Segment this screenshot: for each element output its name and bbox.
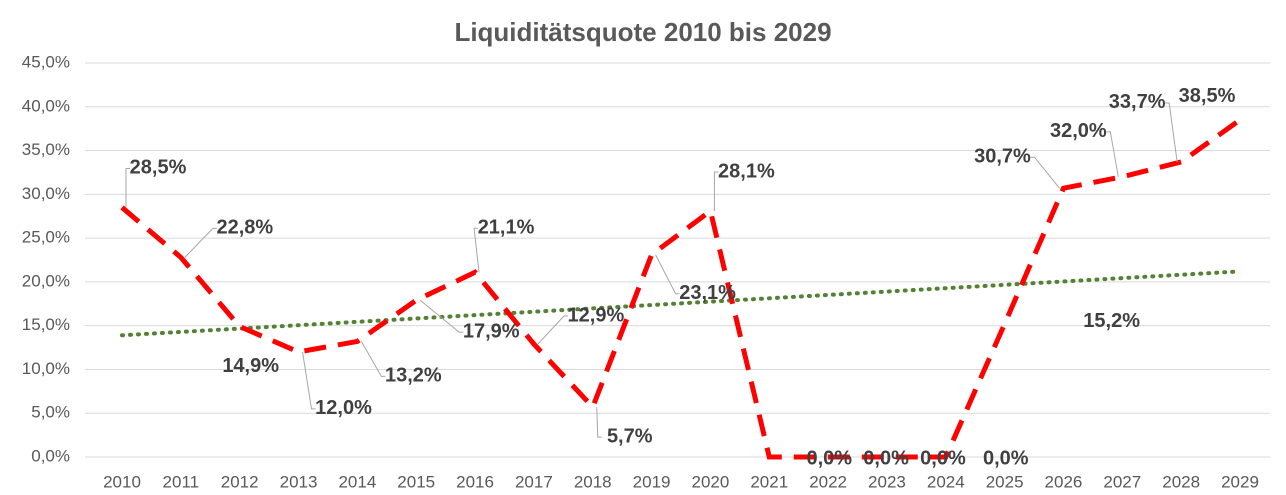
leader-line [125,167,130,208]
data-label: 30,7% [974,145,1031,167]
data-label: 0,0% [863,447,909,469]
data-label: 14,9% [222,355,279,377]
x-tick-label: 2015 [397,472,435,491]
leader-line [184,227,217,258]
y-tick-label: 30,0% [22,184,70,203]
x-tick-label: 2026 [1045,472,1083,491]
x-tick-label: 2020 [692,472,730,491]
x-tick-label: 2029 [1221,472,1259,491]
y-tick-label: 20,0% [22,271,70,290]
data-label: 22,8% [216,217,273,239]
data-label: 33,7% [1109,91,1166,113]
leader-line [655,254,680,295]
y-tick-label: 35,0% [22,140,70,159]
chart-title: Liquiditätsquote 2010 bis 2029 [454,17,831,47]
x-tick-label: 2023 [868,472,906,491]
data-label: 38,5% [1179,85,1236,107]
leader-line [1030,156,1060,189]
x-tick-label: 2012 [221,472,259,491]
y-tick-label: 40,0% [22,96,70,115]
x-tick-label: 2017 [515,472,553,491]
data-label: 15,2% [1083,310,1140,332]
x-tick-label: 2027 [1103,472,1141,491]
x-tick-label: 2022 [809,472,847,491]
leader-line [537,315,568,345]
data-label: 28,5% [130,157,187,179]
x-tick-label: 2021 [750,472,788,491]
leader-line [419,299,464,333]
data-label: 0,0% [920,447,966,469]
data-label: 0,0% [983,447,1029,469]
data-label: 32,0% [1050,120,1107,142]
data-label: 12,9% [568,304,625,326]
x-tick-label: 2028 [1162,472,1200,491]
x-tick-label: 2018 [574,472,612,491]
leader-line [360,341,386,377]
data-label: 13,2% [385,365,442,387]
leader-line [596,407,602,438]
leader-line [1165,102,1178,163]
data-label: 28,1% [718,160,775,182]
leader-line [1106,131,1119,177]
data-label: 21,1% [478,217,535,239]
x-tick-label: 2014 [338,472,376,491]
x-tick-label: 2016 [456,472,494,491]
x-tick-label: 2024 [927,472,965,491]
data-label: 5,7% [607,425,653,447]
data-label: 0,0% [806,447,852,469]
y-tick-label: 25,0% [22,228,70,247]
y-tick-label: 15,0% [22,315,70,334]
x-tick-label: 2011 [163,472,200,491]
leader-line [473,227,480,273]
y-tick-label: 0,0% [31,446,70,465]
x-tick-label: 2013 [280,472,318,491]
y-tick-label: 10,0% [22,359,70,378]
trendline [120,269,1242,338]
x-tick-label: 2010 [103,472,141,491]
data-label: 12,0% [315,397,372,419]
data-label: 17,9% [463,321,520,343]
x-tick-label: 2025 [986,472,1024,491]
line [120,117,1242,460]
leader-line [713,171,719,211]
leader-line [302,351,316,410]
x-tick-label: 2019 [633,472,671,491]
y-tick-label: 45,0% [22,52,70,71]
y-tick-label: 5,0% [31,403,70,422]
data-label: 23,1% [679,282,736,304]
